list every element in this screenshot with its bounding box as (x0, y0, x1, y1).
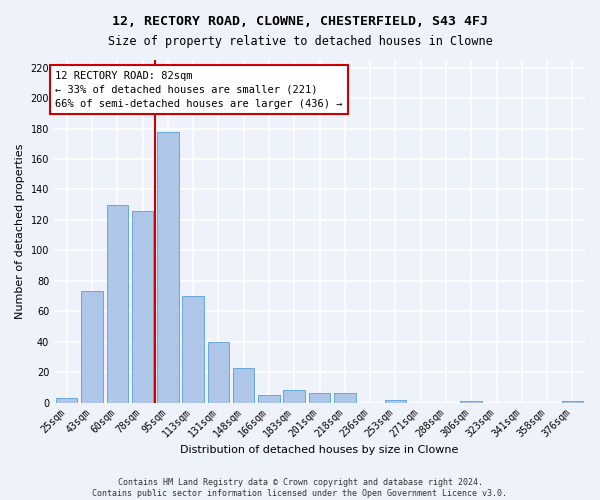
Text: 12, RECTORY ROAD, CLOWNE, CHESTERFIELD, S43 4FJ: 12, RECTORY ROAD, CLOWNE, CHESTERFIELD, … (112, 15, 488, 28)
Text: Size of property relative to detached houses in Clowne: Size of property relative to detached ho… (107, 35, 493, 48)
Bar (107, 204, 128, 402)
Bar (182, 296, 204, 403)
Text: Contains HM Land Registry data © Crown copyright and database right 2024.
Contai: Contains HM Land Registry data © Crown c… (92, 478, 508, 498)
Bar (309, 394, 330, 402)
Bar (132, 210, 153, 402)
Bar (233, 368, 254, 402)
Bar (258, 395, 280, 402)
Bar (208, 342, 229, 402)
X-axis label: Distribution of detached houses by size in Clowne: Distribution of detached houses by size … (181, 445, 459, 455)
Bar (56, 398, 77, 402)
Bar (385, 400, 406, 402)
Bar (460, 401, 482, 402)
Bar (334, 394, 356, 402)
Bar (81, 292, 103, 403)
Text: 12 RECTORY ROAD: 82sqm
← 33% of detached houses are smaller (221)
66% of semi-de: 12 RECTORY ROAD: 82sqm ← 33% of detached… (55, 70, 343, 108)
Y-axis label: Number of detached properties: Number of detached properties (15, 144, 25, 319)
Bar (157, 132, 179, 402)
Bar (562, 401, 583, 402)
Bar (283, 390, 305, 402)
